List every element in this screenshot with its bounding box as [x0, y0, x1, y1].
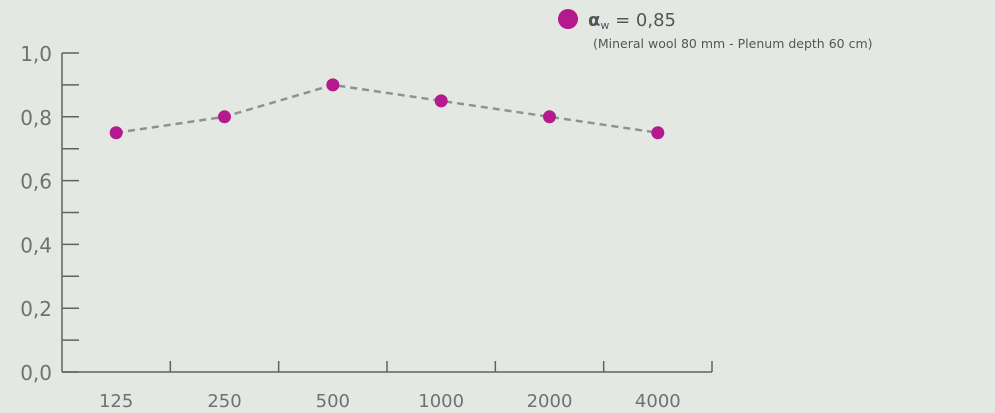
data-point [109, 126, 123, 140]
x-tick-label: 250 [207, 391, 241, 412]
y-ticks: 0,0 0,2 0,4 0,6 0,8 1,0 [20, 42, 79, 385]
data-point [326, 78, 340, 92]
legend-alpha-subscript: w [600, 19, 609, 32]
legend-alpha-symbol: α [588, 10, 600, 31]
data-point [543, 110, 556, 124]
x-tick-label: 500 [316, 391, 350, 412]
legend: αw = 0,85 (Mineral wool 80 mm - Plenum d… [558, 9, 873, 51]
data-point [434, 94, 448, 108]
y-tick-label: 0,6 [20, 170, 52, 194]
x-tick-label: 2000 [527, 391, 573, 412]
x-tick-label: 1000 [418, 391, 464, 412]
data-point [651, 126, 665, 140]
series-layer [109, 78, 665, 140]
x-tick-label: 125 [99, 391, 133, 412]
y-tick-label: 1,0 [20, 42, 52, 66]
axes [61, 53, 712, 373]
legend-marker [558, 9, 578, 29]
legend-value: = 0,85 [609, 10, 676, 31]
legend-title: αw = 0,85 [588, 10, 676, 32]
y-tick-label: 0,8 [20, 106, 52, 130]
y-tick-label: 0,0 [20, 361, 52, 385]
series-line [115, 83, 659, 134]
legend-note: (Mineral wool 80 mm - Plenum depth 60 cm… [593, 36, 873, 51]
y-tick-label: 0,2 [20, 297, 52, 321]
data-point [218, 110, 231, 124]
y-tick-label: 0,4 [20, 233, 52, 257]
x-ticks: 125 250 500 1000 2000 4000 [99, 361, 713, 412]
x-tick-label: 4000 [635, 391, 681, 412]
